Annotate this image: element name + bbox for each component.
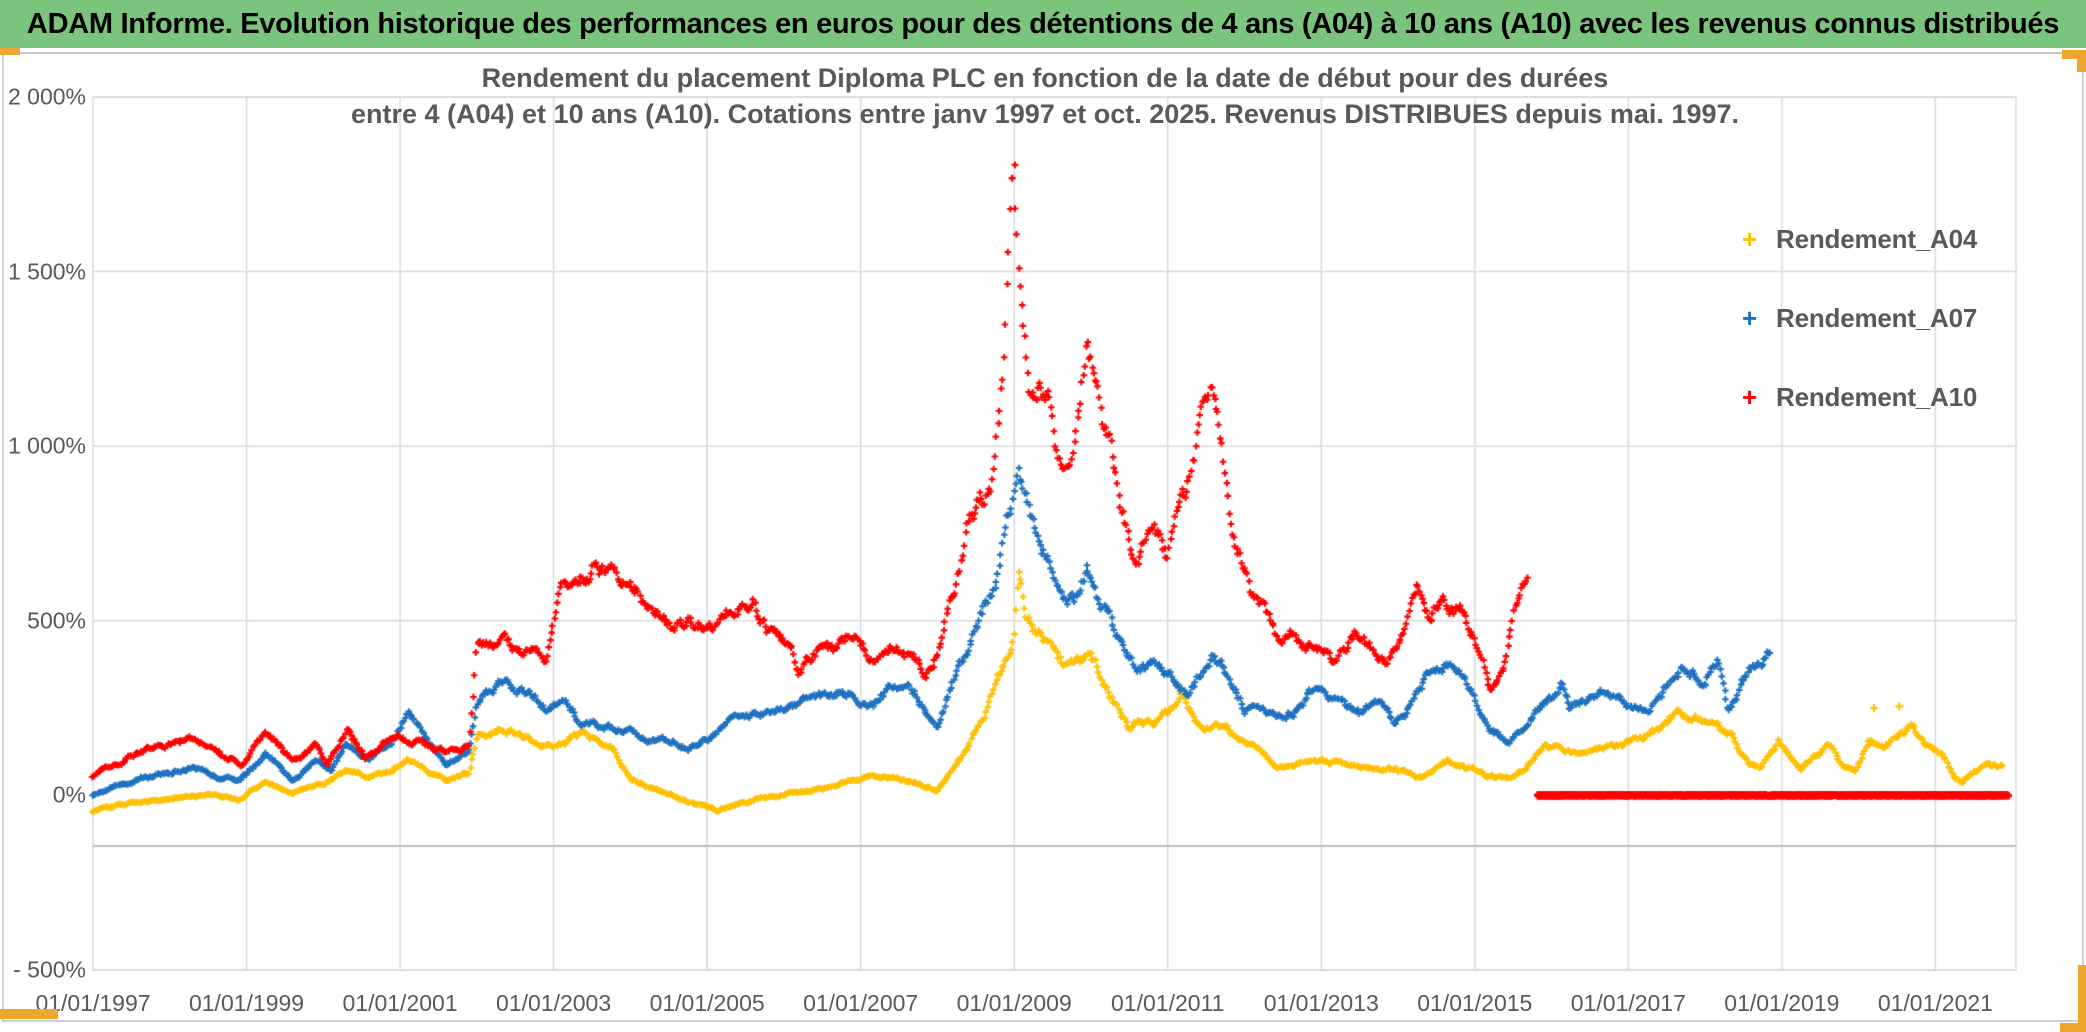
legend: + Rendement_A04 + Rendement_A07 + Rendement_A…	[1742, 200, 1977, 437]
x-tick-label: 01/01/2001	[342, 990, 458, 1016]
y-tick-label: 0%	[52, 781, 86, 808]
accent-top-right-h	[2062, 50, 2086, 59]
y-tick-label: 500%	[27, 607, 86, 634]
accent-top-right-v	[2077, 50, 2086, 72]
accent-bottom-right-h	[2060, 1023, 2086, 1032]
x-tick-label: 01/01/2003	[496, 990, 612, 1016]
x-tick-label: 01/01/2009	[956, 990, 1072, 1016]
legend-item-rendement_a04: + Rendement_A04	[1742, 200, 1977, 279]
accent-bottom-left	[0, 1009, 58, 1019]
x-tick-label: 01/01/2021	[1877, 990, 1993, 1016]
x-tick-label: 01/01/2011	[1111, 990, 1225, 1016]
legend-item-rendement_a07: + Rendement_A07	[1742, 279, 1977, 358]
legend-plus-marker-icon: +	[1742, 224, 1758, 254]
legend-plus-marker-icon: +	[1742, 382, 1758, 412]
x-tick-label: 01/01/2013	[1263, 990, 1379, 1016]
x-tick-label: 01/01/2015	[1417, 990, 1533, 1016]
x-tick-label: 01/01/2019	[1724, 990, 1840, 1016]
chart-title-line1: Rendement du placement Diploma PLC en fo…	[481, 63, 1609, 93]
accent-top-left	[0, 48, 20, 55]
chart-title-line2: entre 4 (A04) et 10 ans (A10). Cotations…	[350, 99, 1739, 129]
accent-bottom-right-v	[2078, 965, 2086, 1032]
legend-label: Rendement_A07	[1776, 303, 1978, 333]
chart-title: Rendement du placement Diploma PLC en fo…	[200, 60, 1890, 132]
y-tick-label: - 500%	[13, 956, 86, 983]
y-tick-label: 2 000%	[7, 83, 86, 110]
legend-label: Rendement_A04	[1776, 224, 1978, 254]
x-tick-label: 01/01/2005	[649, 990, 765, 1016]
legend-plus-marker-icon: +	[1742, 303, 1758, 333]
x-tick-label: 01/01/2007	[803, 990, 919, 1016]
y-tick-label: 1 500%	[7, 258, 86, 285]
y-tick-label: 1 000%	[7, 432, 86, 459]
x-tick-label: 01/01/2017	[1570, 990, 1686, 1016]
x-tick-label: 01/01/1999	[188, 990, 305, 1016]
legend-label: Rendement_A10	[1776, 382, 1978, 412]
legend-item-rendement_a10: + Rendement_A10	[1742, 358, 1977, 437]
